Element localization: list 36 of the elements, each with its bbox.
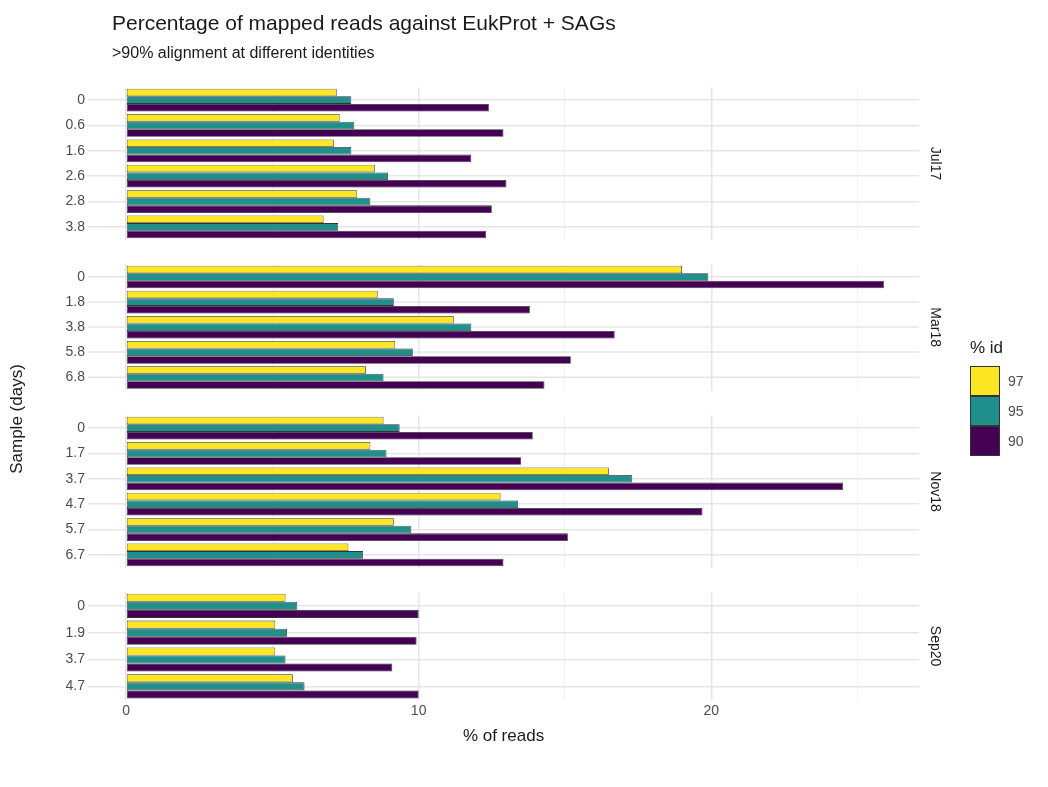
y-tick-label: 6.8 xyxy=(65,368,86,385)
y-tick-label: 3.8 xyxy=(65,318,86,335)
legend-title: % id xyxy=(970,338,1005,358)
y-tick-label: 1.7 xyxy=(65,443,86,460)
y-tick-label: 3.8 xyxy=(65,217,86,234)
y-tick-label: 2.8 xyxy=(65,192,86,209)
y-tick-label: 0 xyxy=(77,90,86,107)
text: Sep20 xyxy=(928,625,945,667)
y-tick-label: 3.7 xyxy=(65,469,86,486)
legend-label: 90 xyxy=(1008,433,1024,449)
y-tick-label: 1.9 xyxy=(65,623,86,640)
y-tick-label: 0 xyxy=(77,418,86,435)
y-tick-label: 3.7 xyxy=(65,649,86,666)
legend-label: 95 xyxy=(1008,403,1024,419)
y-tick-label: 0 xyxy=(77,267,86,284)
x-axis-title: % of reads xyxy=(462,725,545,745)
y-tick-label: 1.8 xyxy=(65,292,86,309)
chart-title: Percentage of mapped reads against EukProt + SAGs xyxy=(112,10,616,36)
y-tick-label: 4.7 xyxy=(65,494,86,511)
y-tick-label: 4.7 xyxy=(65,676,86,693)
x-tick-label: 10 xyxy=(410,701,427,718)
x-tick-label: 0 xyxy=(122,701,131,718)
chart-subtitle: >90% alignment at different identities xyxy=(112,43,376,63)
y-tick-label: 1.6 xyxy=(65,141,86,158)
text: Mar18 xyxy=(928,307,945,348)
y-tick-label: 6.7 xyxy=(65,545,86,562)
y-tick-label: 5.8 xyxy=(65,343,86,360)
y-tick-label: 0.6 xyxy=(65,116,86,133)
x-tick-label: 20 xyxy=(703,701,720,718)
y-axis-title: Sample (days) xyxy=(7,363,27,474)
y-tick-label: 5.7 xyxy=(65,519,86,536)
y-tick-label: 2.6 xyxy=(65,167,86,184)
text: Nov18 xyxy=(928,470,945,512)
y-tick-label: 0 xyxy=(77,596,86,613)
text: Jul17 xyxy=(928,146,945,181)
legend-label: 97 xyxy=(1008,373,1024,389)
